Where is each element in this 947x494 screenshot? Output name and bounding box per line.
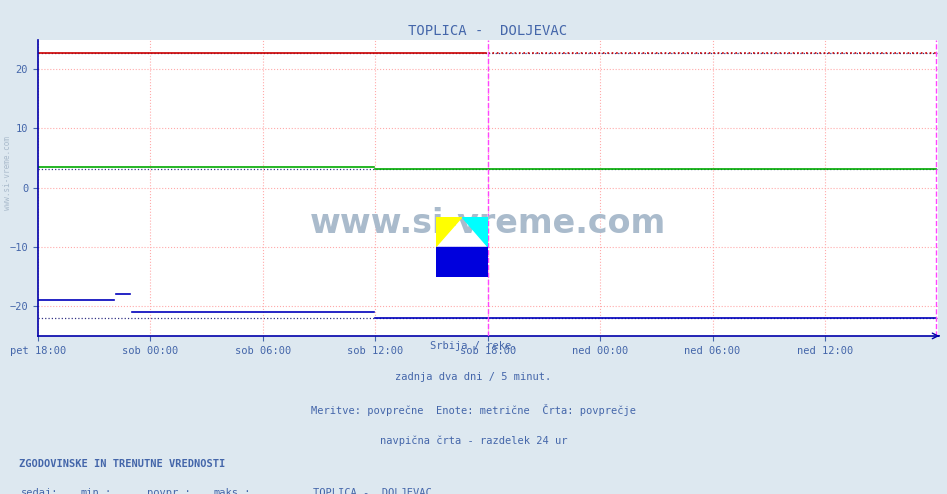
Text: www.si-vreme.com: www.si-vreme.com: [310, 207, 666, 240]
Text: zadnja dva dni / 5 minut.: zadnja dva dni / 5 minut.: [396, 372, 551, 382]
Text: navpična črta - razdelek 24 ur: navpična črta - razdelek 24 ur: [380, 436, 567, 446]
Text: maks.:: maks.:: [213, 488, 251, 494]
Text: povpr.:: povpr.:: [147, 488, 190, 494]
Text: min.:: min.:: [80, 488, 112, 494]
Title: TOPLICA -  DOLJEVAC: TOPLICA - DOLJEVAC: [408, 24, 567, 39]
Text: Meritve: povprečne  Enote: metrične  Črta: povprečje: Meritve: povprečne Enote: metrične Črta:…: [311, 404, 636, 416]
Polygon shape: [462, 217, 488, 247]
Polygon shape: [436, 247, 488, 277]
Text: Srbija / reke.: Srbija / reke.: [430, 341, 517, 351]
Text: www.si-vreme.com: www.si-vreme.com: [3, 136, 12, 210]
Text: ZGODOVINSKE IN TRENUTNE VREDNOSTI: ZGODOVINSKE IN TRENUTNE VREDNOSTI: [19, 459, 225, 469]
Text: sedaj:: sedaj:: [21, 488, 59, 494]
Text: TOPLICA -  DOLJEVAC: TOPLICA - DOLJEVAC: [313, 488, 431, 494]
Polygon shape: [436, 217, 462, 247]
